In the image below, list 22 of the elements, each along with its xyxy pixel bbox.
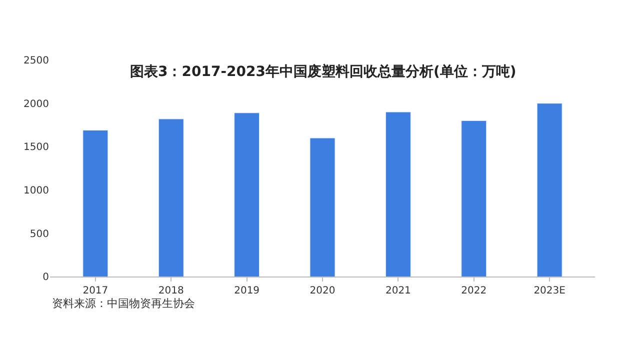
x-tick-label: 2018 — [158, 286, 184, 297]
y-tick-label: 500 — [30, 228, 49, 240]
x-tick-label: 2021 — [385, 286, 411, 297]
bar — [536, 103, 562, 277]
x-tick-label: 2020 — [310, 286, 336, 297]
x-tick-label: 2022 — [461, 286, 487, 297]
y-tick-label: 0 — [42, 272, 49, 284]
bar — [310, 138, 336, 277]
bar — [82, 130, 108, 277]
y-tick-label: 2000 — [24, 98, 49, 110]
x-tick-label: 2017 — [82, 286, 108, 297]
y-tick-label: 1500 — [24, 142, 49, 154]
bar — [158, 118, 184, 277]
y-tick-label: 1000 — [24, 186, 49, 197]
x-tick-label: 2019 — [234, 286, 260, 297]
bar — [385, 112, 411, 277]
text: 资料来源：中国物资再生协会 — [52, 297, 195, 310]
chart-title: 图表3：2017-2023年中国废塑料回收总量分析(单位：万吨) — [130, 63, 516, 80]
bar — [234, 112, 260, 277]
x-tick-label: 2023E — [534, 286, 566, 297]
y-tick-label: 2500 — [24, 56, 49, 66]
bar — [461, 120, 487, 277]
